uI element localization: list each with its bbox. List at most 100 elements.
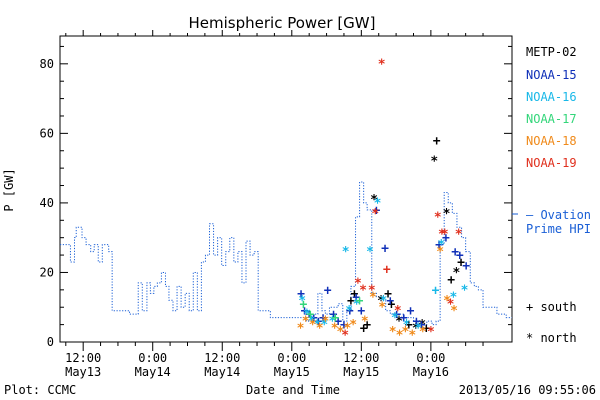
data-point-noaa-15: + xyxy=(435,238,443,253)
legend-entry: NOAA-17 xyxy=(526,112,577,126)
x-tick-label: 12:00 xyxy=(65,351,101,365)
data-point-noaa-16: * xyxy=(414,322,422,337)
data-point-noaa-16: * xyxy=(391,311,399,326)
data-point-noaa-16: * xyxy=(303,308,311,323)
data-point-noaa-15: + xyxy=(456,249,464,264)
legend-marker: * north xyxy=(526,331,577,345)
data-point-noaa-16: * xyxy=(313,318,321,333)
data-point-noaa-18: * xyxy=(309,318,317,333)
data-point-noaa-15: + xyxy=(340,318,348,333)
legend-entry: NOAA-15 xyxy=(526,68,577,82)
data-point-noaa-18: * xyxy=(419,325,427,340)
data-point-noaa-15: + xyxy=(393,308,401,323)
data-point-noaa-16: * xyxy=(403,318,411,333)
x-axis-label: Date and Time xyxy=(246,383,340,397)
y-tick-label: 20 xyxy=(40,265,54,279)
data-point-noaa-15: + xyxy=(400,311,408,326)
data-point-noaa-18: * xyxy=(436,245,444,260)
data-point-noaa-19: * xyxy=(447,297,455,312)
data-point-metp-02: + xyxy=(347,294,355,309)
data-point-noaa-16: * xyxy=(345,304,353,319)
data-point-noaa-18: * xyxy=(450,304,458,319)
data-point-noaa-18: * xyxy=(443,294,451,309)
y-axis-ticks: 0 20 40 60 80 xyxy=(40,45,512,349)
x-tick-label-date: May13 xyxy=(65,365,101,379)
y-axis-label: P [GW] xyxy=(2,168,16,211)
data-point-noaa-19: * xyxy=(354,276,362,291)
ovation-hpi-line xyxy=(60,181,512,326)
ovation-hpi-series xyxy=(60,181,512,326)
data-point-noaa-15: + xyxy=(352,290,360,305)
data-point-noaa-16: * xyxy=(437,238,445,253)
y-tick-label: 0 xyxy=(47,335,54,349)
data-point-noaa-15: + xyxy=(418,318,426,333)
data-point-noaa-16: * xyxy=(461,283,469,298)
data-point-noaa-18: * xyxy=(337,325,345,340)
data-point-noaa-15: + xyxy=(442,231,450,246)
data-point-metp-02: + xyxy=(457,256,465,271)
data-point-noaa-16: * xyxy=(308,315,316,330)
legend-entry: METP-02 xyxy=(526,45,577,59)
x-tick-label: 12:00 xyxy=(204,351,240,365)
plot-timestamp: 2013/05/16 09:55:06 xyxy=(459,383,596,397)
data-point-noaa-18: * xyxy=(401,325,409,340)
x-tick-label: 12:00 xyxy=(343,351,379,365)
data-point-noaa-16: * xyxy=(379,294,387,309)
y-tick-label: 60 xyxy=(40,126,54,140)
data-point-noaa-18: * xyxy=(389,325,397,340)
data-point-noaa-18: * xyxy=(344,322,352,337)
chart-title: Hemispheric Power [GW] xyxy=(189,14,376,32)
x-tick-label-date: May14 xyxy=(204,365,240,379)
data-point-noaa-16: * xyxy=(450,290,458,305)
legend-entry: NOAA-16 xyxy=(526,90,577,104)
data-point-noaa-18: * xyxy=(378,301,386,316)
x-tick-label-date: May16 xyxy=(413,365,449,379)
legend-ovation: — Ovation xyxy=(526,208,591,222)
data-point-noaa-18: * xyxy=(297,322,305,337)
x-axis-ticks: 12:00May130:00May1412:00May140:00May1512… xyxy=(65,30,484,379)
satellite-points: ++++** ++* + **+*+*+*++++++++++++++++++ + +++… xyxy=(297,57,471,343)
data-point-metp-02: + xyxy=(384,287,392,302)
data-point-metp-02: + xyxy=(360,322,368,337)
data-point-metp-02: + xyxy=(405,318,413,333)
legend-marker: + south xyxy=(526,300,577,314)
y-tick-label: 40 xyxy=(40,196,54,210)
legend-entry: NOAA-19 xyxy=(526,156,577,170)
data-point-metp-02: * xyxy=(443,207,451,222)
data-point-noaa-18: * xyxy=(316,322,324,337)
data-point-noaa-19: * xyxy=(434,210,442,225)
data-point-noaa-16: * xyxy=(328,315,336,330)
data-point-noaa-15: + xyxy=(315,315,323,330)
data-point-noaa-16: * xyxy=(342,245,350,260)
data-point-noaa-19: * xyxy=(427,325,435,340)
data-point-noaa-19: * xyxy=(394,304,402,319)
legend-entry: NOAA-18 xyxy=(526,134,577,148)
data-point-noaa-19: * xyxy=(441,228,449,243)
x-tick-label-date: May14 xyxy=(135,365,171,379)
data-point-noaa-15: + xyxy=(386,294,394,309)
data-point-metp-02: + xyxy=(433,134,441,149)
data-point-metp-02: + xyxy=(363,318,371,333)
data-point-metp-02: * xyxy=(412,322,420,337)
data-point-noaa-19: * xyxy=(368,283,376,298)
data-point-noaa-15: + xyxy=(297,287,305,302)
data-point-noaa-19: * xyxy=(378,57,386,72)
x-tick-label-date: May15 xyxy=(274,365,310,379)
data-point-noaa-17: + xyxy=(331,311,339,326)
data-point-noaa-19: + xyxy=(383,262,391,277)
data-point-noaa-15: + xyxy=(334,315,342,330)
plot-credit: Plot: CCMC xyxy=(4,383,76,397)
data-point-noaa-18: * xyxy=(361,315,369,330)
data-point-noaa-15: + xyxy=(412,315,420,330)
data-point-metp-02: * xyxy=(395,315,403,330)
data-point-noaa-15: + xyxy=(407,304,415,319)
plot-frame xyxy=(59,35,513,343)
data-point-metp-02: * xyxy=(430,155,438,170)
data-point-noaa-18: * xyxy=(408,329,416,344)
data-point-metp-02: + xyxy=(388,297,396,312)
legend-ovation: Prime HPI xyxy=(526,222,591,236)
data-point-noaa-16: + xyxy=(432,283,440,298)
data-point-noaa-15: + xyxy=(301,304,309,319)
data-point-noaa-15: + xyxy=(462,259,470,274)
